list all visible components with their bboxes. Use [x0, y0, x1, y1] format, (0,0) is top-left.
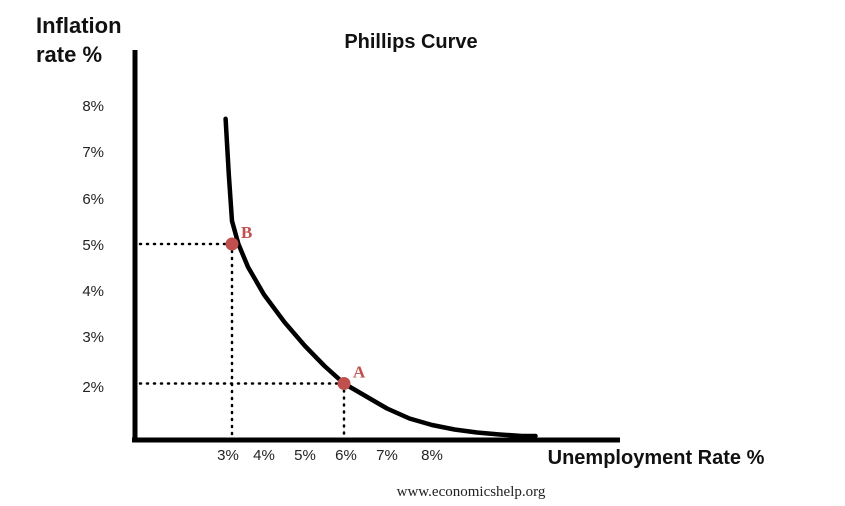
x-tick-label: 8%	[421, 447, 443, 464]
point-label-a: A	[353, 363, 366, 382]
y-tick-labels: 8% 7% 6% 5% 4% 3% 2%	[82, 98, 104, 396]
chart-title: Phillips Curve	[344, 31, 477, 53]
y-axis-title-line-2: rate %	[36, 42, 102, 67]
source-credit: www.economicshelp.org	[397, 484, 546, 500]
x-tick-label: 7%	[376, 447, 398, 464]
x-tick-label: 6%	[335, 447, 357, 464]
y-tick-label: 6%	[82, 191, 104, 208]
y-tick-label: 5%	[82, 237, 104, 254]
points-group: AB	[225, 223, 366, 390]
x-tick-label: 3%	[217, 447, 239, 464]
point-label-b: B	[241, 223, 252, 242]
x-axis-title: Unemployment Rate %	[548, 447, 765, 469]
dotted-guide-lines	[138, 242, 346, 440]
y-tick-label: 2%	[82, 379, 104, 396]
curve-group	[223, 116, 538, 439]
y-tick-label: 7%	[82, 144, 104, 161]
point-b	[225, 237, 239, 251]
y-tick-label: 3%	[82, 329, 104, 346]
x-tick-label: 5%	[294, 447, 316, 464]
x-tick-label: 4%	[253, 447, 275, 464]
y-tick-label: 4%	[82, 283, 104, 300]
phillips-curve-line	[223, 116, 538, 439]
x-tick-labels: 3% 4% 5% 6% 7% 8%	[217, 447, 443, 464]
y-axis-title-line-1: Inflation	[36, 13, 122, 38]
point-a	[337, 377, 351, 390]
y-tick-label: 8%	[82, 98, 104, 115]
